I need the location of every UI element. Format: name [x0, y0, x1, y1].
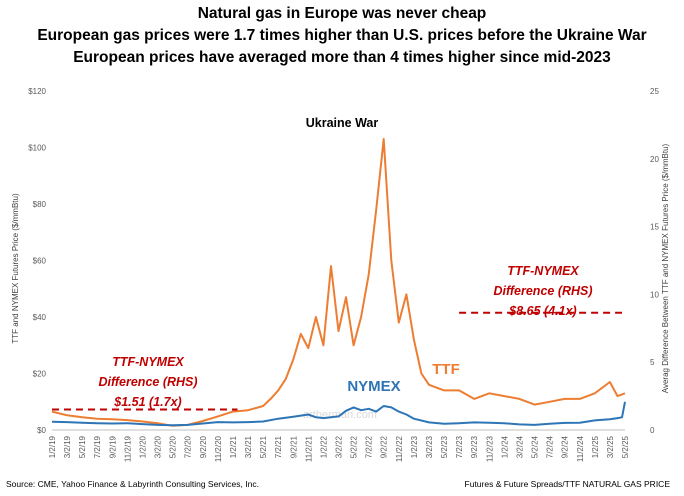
- x-tick-label: 9/2/20: [199, 435, 208, 458]
- annotation-diff1-line3: $1.51 (1.7x): [113, 395, 181, 409]
- series-label-nymex: NYMEX: [347, 378, 400, 395]
- y-tick-label: $80: [33, 200, 47, 209]
- x-tick-label: 1/2/19: [48, 435, 57, 458]
- x-tick-label: 5/2/22: [350, 435, 359, 458]
- x-tick-label: 1/2/21: [229, 435, 238, 458]
- x-tick-label: 1/2/20: [138, 435, 147, 458]
- x-tick-label: 9/2/21: [289, 435, 298, 458]
- y2-tick-label: 10: [650, 290, 659, 299]
- footer-right: Futures & Future Spreads/TTF NATURAL GAS…: [464, 479, 670, 489]
- annotation-diff1-line1: TTF-NYMEX: [112, 355, 184, 369]
- series-nymex-line: [51, 401, 626, 427]
- annotation-diff2-line1: TTF-NYMEX: [507, 264, 579, 278]
- x-tick-label: 9/2/19: [108, 435, 117, 458]
- x-tick-label: 11/2/22: [395, 435, 404, 462]
- x-tick-label: 11/2/21: [304, 435, 313, 462]
- x-tick-label: 7/2/19: [93, 435, 102, 458]
- annotation-ukraine-war: Ukraine War: [306, 116, 379, 130]
- annotation-diff2-line2: Difference (RHS): [493, 284, 592, 298]
- x-tick-label: 7/2/20: [184, 435, 193, 458]
- y-tick-label: $0: [37, 426, 46, 435]
- x-tick-label: 7/2/22: [365, 435, 374, 458]
- annotation-diff1-line2: Difference (RHS): [98, 375, 197, 389]
- chart-subtitle-2: European prices have averaged more than …: [73, 49, 611, 66]
- series-label-ttf: TTF: [432, 361, 460, 378]
- y-tick-label: $100: [28, 144, 46, 153]
- x-tick-label: 5/2/23: [440, 435, 449, 458]
- y2-tick-label: 25: [650, 87, 659, 96]
- y-tick-label: $20: [33, 370, 47, 379]
- x-tick-label: 3/2/22: [335, 435, 344, 458]
- x-tick-label: 5/2/24: [531, 435, 540, 458]
- axes: $0 $20 $40 $60 $80 $100 $120 0 5 10 15 20 25 1/2/19 3/…: [11, 87, 670, 462]
- y-axis-title: TTF and NYMEX Futures Price ($/mmBtu): [11, 193, 20, 344]
- y2-axis-title: Averag Difference Between TTF and NYMEX …: [661, 143, 670, 393]
- x-tick-label: 3/2/23: [425, 435, 434, 458]
- chart-subtitle-1: European gas prices were 1.7 times highe…: [37, 27, 647, 44]
- x-tick-label: 3/2/24: [515, 435, 524, 458]
- x-tick-label: 9/2/22: [380, 435, 389, 458]
- x-tick-label: 1/2/23: [410, 435, 419, 458]
- x-tick-label: 5/2/20: [169, 435, 178, 458]
- annotations: Ukraine War TTF-NYMEX Difference (RHS) $…: [98, 116, 592, 409]
- x-tick-label: 11/2/20: [214, 435, 223, 462]
- series-lines: [51, 138, 626, 427]
- x-tick-label: 9/2/24: [561, 435, 570, 458]
- x-tick-label: 1/2/22: [319, 435, 328, 458]
- x-tick-label: 3/2/21: [244, 435, 253, 458]
- y2-tick-label: 20: [650, 155, 659, 164]
- x-tick-label: 3/2/19: [63, 435, 72, 458]
- x-tick-label: 11/2/19: [123, 435, 132, 462]
- x-tick-label: 11/2/24: [576, 435, 585, 462]
- y-tick-label: $60: [33, 257, 47, 266]
- x-tick-label: 7/2/23: [455, 435, 464, 458]
- chart-title: Natural gas in Europe was never cheap: [197, 5, 487, 22]
- x-tick-label: 9/2/23: [470, 435, 479, 458]
- x-tick-label: 11/2/23: [485, 435, 494, 462]
- y2-tick-label: 0: [650, 426, 655, 435]
- x-tick-label: 1/2/24: [500, 435, 509, 458]
- y-tick-label: $40: [33, 313, 47, 322]
- annotation-diff2-line3: $8.65 (4.1x): [508, 304, 576, 318]
- x-tick-label: 5/2/21: [259, 435, 268, 458]
- x-tick-label: 1/2/25: [591, 435, 600, 458]
- y-tick-label: $120: [28, 87, 46, 96]
- x-tick-label: 7/2/24: [546, 435, 555, 458]
- footer-source: Source: CME, Yahoo Finance & Labyrinth C…: [6, 479, 259, 489]
- y2-tick-label: 5: [650, 358, 655, 367]
- x-tick-label: 3/2/20: [154, 435, 163, 458]
- x-tick-label: 5/2/19: [78, 435, 87, 458]
- x-tick-label: 7/2/21: [274, 435, 283, 458]
- x-tick-label: 3/2/25: [606, 435, 615, 458]
- y2-tick-label: 15: [650, 223, 659, 232]
- x-tick-label: 5/2/25: [621, 435, 630, 458]
